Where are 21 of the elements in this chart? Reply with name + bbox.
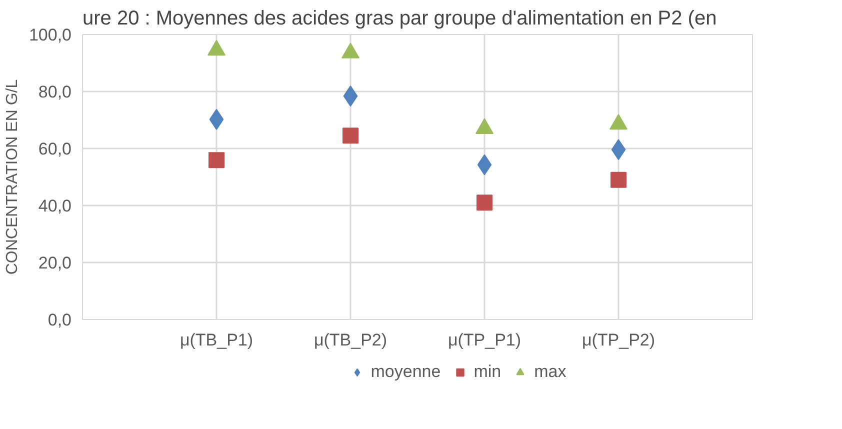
point — [208, 152, 224, 168]
x-tick-label: μ(TP_P1) — [448, 330, 522, 350]
legend-label: moyenne — [370, 362, 441, 382]
y-tick-label: 0,0 — [48, 310, 72, 330]
y-tick-label: 60,0 — [38, 140, 72, 158]
chart-title: ure 20 : Moyennes des acides gras par groupe d'alimentation en P2 (en — [82, 8, 717, 30]
y-tick-label: 100,0 — [28, 26, 72, 44]
y-tick-label: 40,0 — [38, 196, 72, 216]
point — [342, 128, 358, 144]
point — [476, 194, 492, 211]
point — [208, 40, 226, 56]
y-tick-label: 20,0 — [38, 254, 72, 272]
point — [610, 172, 626, 188]
x-tick-label: μ(TB_P1) — [180, 330, 254, 350]
x-tick-label: μ(TP_P2) — [582, 330, 656, 350]
legend-label: max — [534, 362, 566, 382]
legend-label: min — [474, 362, 502, 382]
point — [342, 42, 360, 58]
x-tick-label: μ(TB_P2) — [314, 330, 388, 350]
y-axis-title: CONCENTRATION EN G/L — [4, 79, 21, 275]
y-tick-label: 80,0 — [38, 82, 72, 102]
